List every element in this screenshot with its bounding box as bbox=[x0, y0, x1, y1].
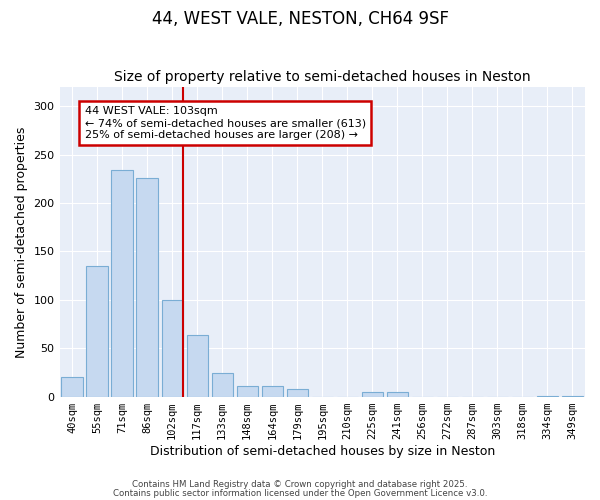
Bar bbox=[387, 392, 408, 396]
Text: 44 WEST VALE: 103sqm
← 74% of semi-detached houses are smaller (613)
25% of semi: 44 WEST VALE: 103sqm ← 74% of semi-detac… bbox=[85, 106, 365, 140]
Bar bbox=[262, 386, 283, 396]
Y-axis label: Number of semi-detached properties: Number of semi-detached properties bbox=[15, 126, 28, 358]
Bar bbox=[136, 178, 158, 396]
Bar bbox=[86, 266, 108, 396]
Bar bbox=[61, 377, 83, 396]
Title: Size of property relative to semi-detached houses in Neston: Size of property relative to semi-detach… bbox=[114, 70, 530, 85]
Bar bbox=[212, 374, 233, 396]
Bar bbox=[161, 300, 183, 396]
Bar bbox=[362, 392, 383, 396]
Bar bbox=[187, 334, 208, 396]
X-axis label: Distribution of semi-detached houses by size in Neston: Distribution of semi-detached houses by … bbox=[149, 444, 495, 458]
Bar bbox=[112, 170, 133, 396]
Text: Contains public sector information licensed under the Open Government Licence v3: Contains public sector information licen… bbox=[113, 489, 487, 498]
Text: 44, WEST VALE, NESTON, CH64 9SF: 44, WEST VALE, NESTON, CH64 9SF bbox=[151, 10, 449, 28]
Bar bbox=[287, 389, 308, 396]
Text: Contains HM Land Registry data © Crown copyright and database right 2025.: Contains HM Land Registry data © Crown c… bbox=[132, 480, 468, 489]
Bar bbox=[236, 386, 258, 396]
